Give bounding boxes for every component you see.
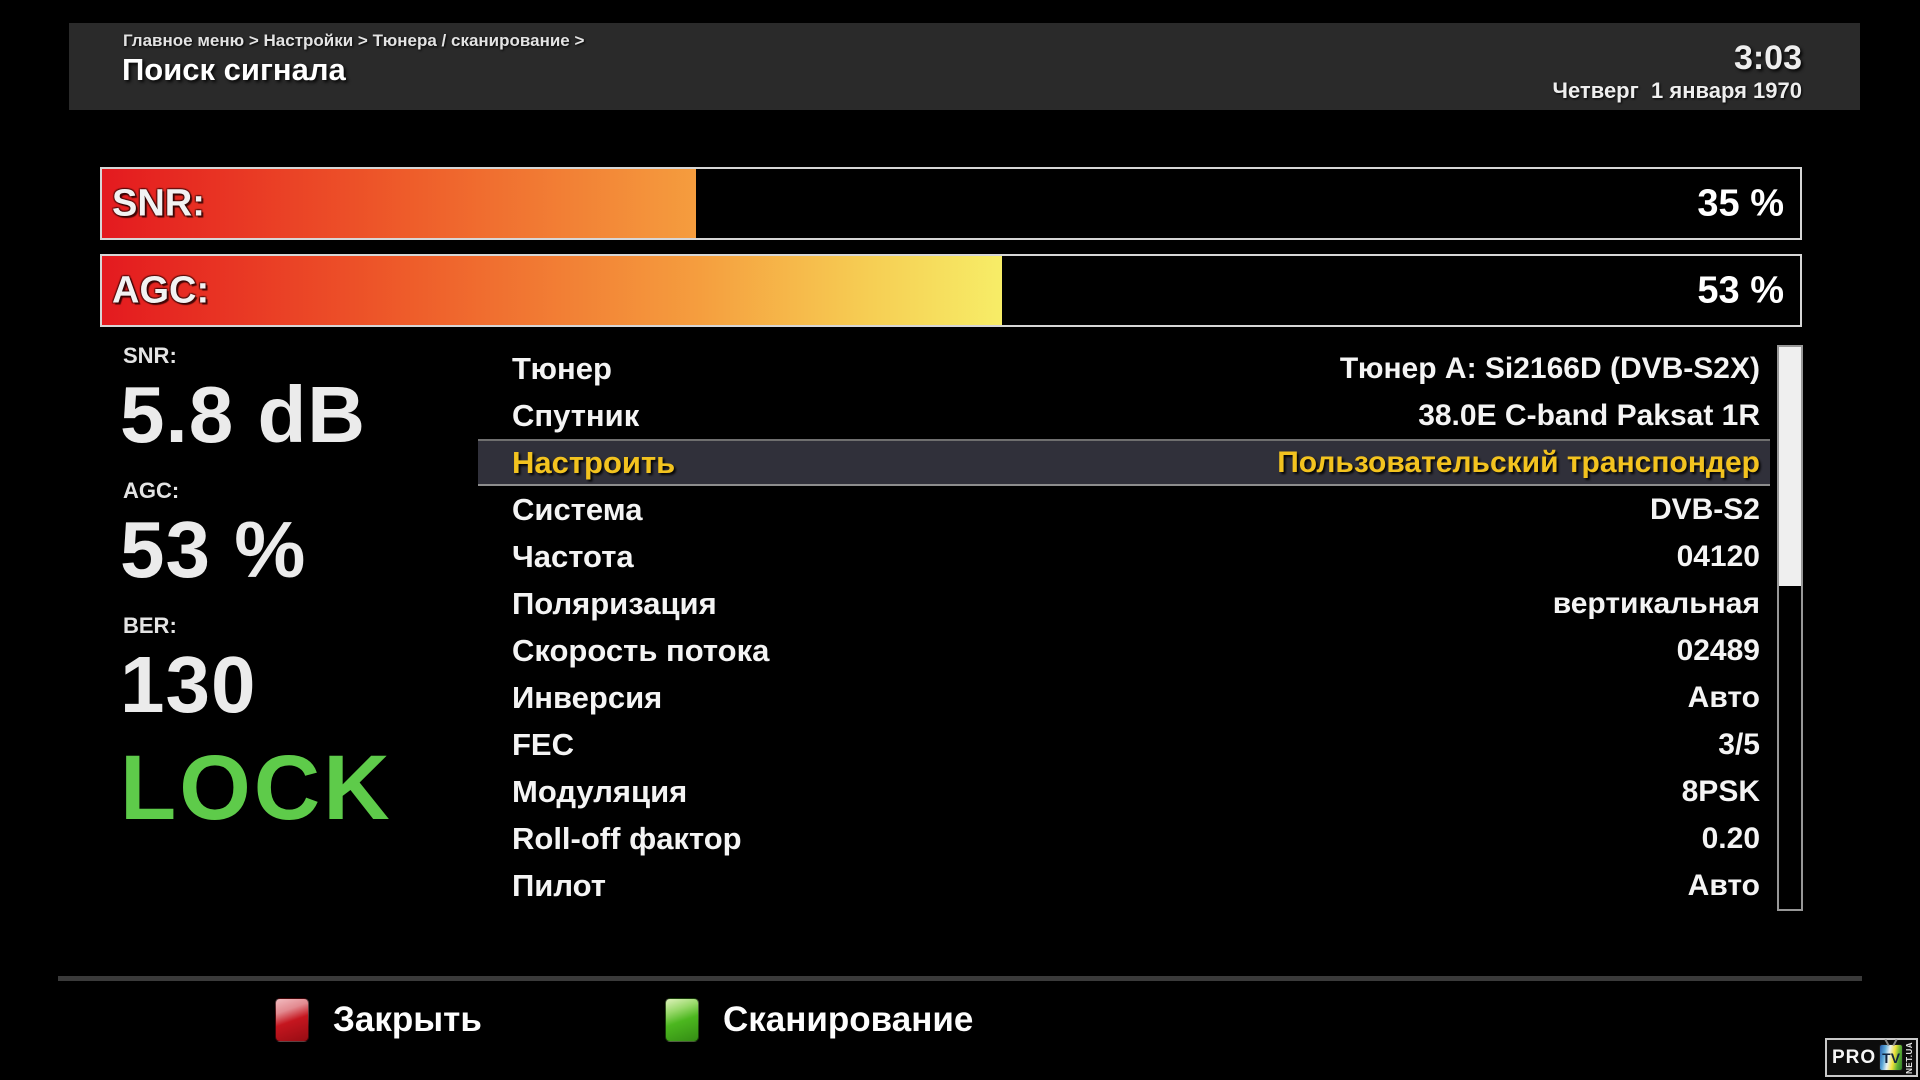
protv-logo-text: PRO [1832,1046,1877,1068]
snr-progress-bar: SNR: 35 % [100,167,1802,240]
menu-item-label: Пилот [512,867,606,903]
agc-stat-label: AGC: [123,478,180,503]
menu-item-label: Поляризация [512,585,717,621]
menu-item-label: Тюнер [512,350,612,386]
menu-row[interactable]: Спутник 38.0E C-band Paksat 1R [478,392,1770,439]
menu-item-label: Roll-off фактор [512,820,742,856]
page-title: Поиск сигнала [122,52,346,87]
footer-divider [58,976,1862,981]
menu-item-value: 3/5 [1718,727,1760,761]
menu-row[interactable]: Инверсия Авто [478,674,1770,721]
menu-row[interactable]: Скорость потока 02489 [478,627,1770,674]
agc-stat-value: 53 % [120,505,307,594]
close-button[interactable]: Закрыть [275,998,482,1042]
breadcrumb: Главное меню > Настройки > Тюнера / скан… [123,31,585,50]
menu-item-label: Спутник [512,397,640,433]
menu-row[interactable]: Система DVB-S2 [478,486,1770,533]
tuner-menu-list: Тюнер Тюнер A: Si2166D (DVB-S2X) Спутник… [478,345,1770,909]
red-key-icon [275,998,309,1042]
menu-row[interactable]: Поляризация вертикальная [478,580,1770,627]
protv-logo: PRO TV NET.UA [1825,1038,1918,1077]
scan-button-label: Сканирование [723,1000,974,1039]
menu-row[interactable]: Частота 04120 [478,533,1770,580]
menu-row[interactable]: Модуляция 8PSK [478,768,1770,815]
close-button-label: Закрыть [333,1000,482,1039]
menu-item-value: 04120 [1676,539,1760,573]
menu-item-value: Авто [1687,680,1760,714]
snr-stat-label: SNR: [123,343,177,368]
tv-icon: TV [1879,1044,1903,1071]
menu-item-value: Авто [1687,868,1760,902]
snr-bar-value: 35 % [1697,182,1784,224]
menu-item-value: 38.0E C-band Paksat 1R [1418,398,1760,432]
menu-item-label: Модуляция [512,773,688,809]
menu-row[interactable]: Roll-off фактор 0.20 [478,815,1770,862]
agc-progress-bar: AGC: 53 % [100,254,1802,327]
agc-bar-label: AGC: [112,269,210,311]
menu-item-label: Частота [512,538,634,574]
scrollbar[interactable] [1777,345,1803,911]
menu-item-value: DVB-S2 [1649,492,1760,526]
menu-row[interactable]: Настроить Пользовательский транспондер [478,439,1770,486]
date: Четверг 1 января 1970 [1552,78,1802,103]
menu-item-value: Пользовательский транспондер [1277,445,1760,479]
snr-stat-value: 5.8 dB [120,370,367,459]
menu-item-label: FEC [512,726,574,762]
snr-bar-label: SNR: [112,182,205,224]
lock-status: LOCK [120,737,393,839]
menu-item-label: Скорость потока [512,632,770,668]
menu-item-value: 0.20 [1701,821,1760,855]
protv-logo-suffix: NET.UA [1905,1041,1914,1074]
clock: 3:03 [1733,39,1802,77]
menu-row[interactable]: Пилот Авто [478,862,1770,909]
menu-item-value: 8PSK [1681,774,1760,808]
menu-item-value: 02489 [1676,633,1760,667]
header-bar: Главное меню > Настройки > Тюнера / скан… [69,23,1860,110]
menu-item-label: Система [512,491,643,527]
agc-bar-empty [1001,256,1800,325]
menu-row[interactable]: Тюнер Тюнер A: Si2166D (DVB-S2X) [478,345,1770,392]
menu-item-label: Настроить [512,444,676,480]
ber-stat-label: BER: [123,613,177,638]
snr-bar-empty [696,169,1800,238]
menu-item-label: Инверсия [512,679,663,715]
ber-stat-value: 130 [120,640,257,729]
menu-item-value: Тюнер A: Si2166D (DVB-S2X) [1339,351,1760,385]
green-key-icon [665,998,699,1042]
menu-item-value: вертикальная [1552,586,1760,620]
scan-button[interactable]: Сканирование [665,998,973,1042]
menu-row[interactable]: FEC 3/5 [478,721,1770,768]
agc-bar-value: 53 % [1697,269,1784,311]
scrollbar-thumb[interactable] [1779,347,1801,586]
